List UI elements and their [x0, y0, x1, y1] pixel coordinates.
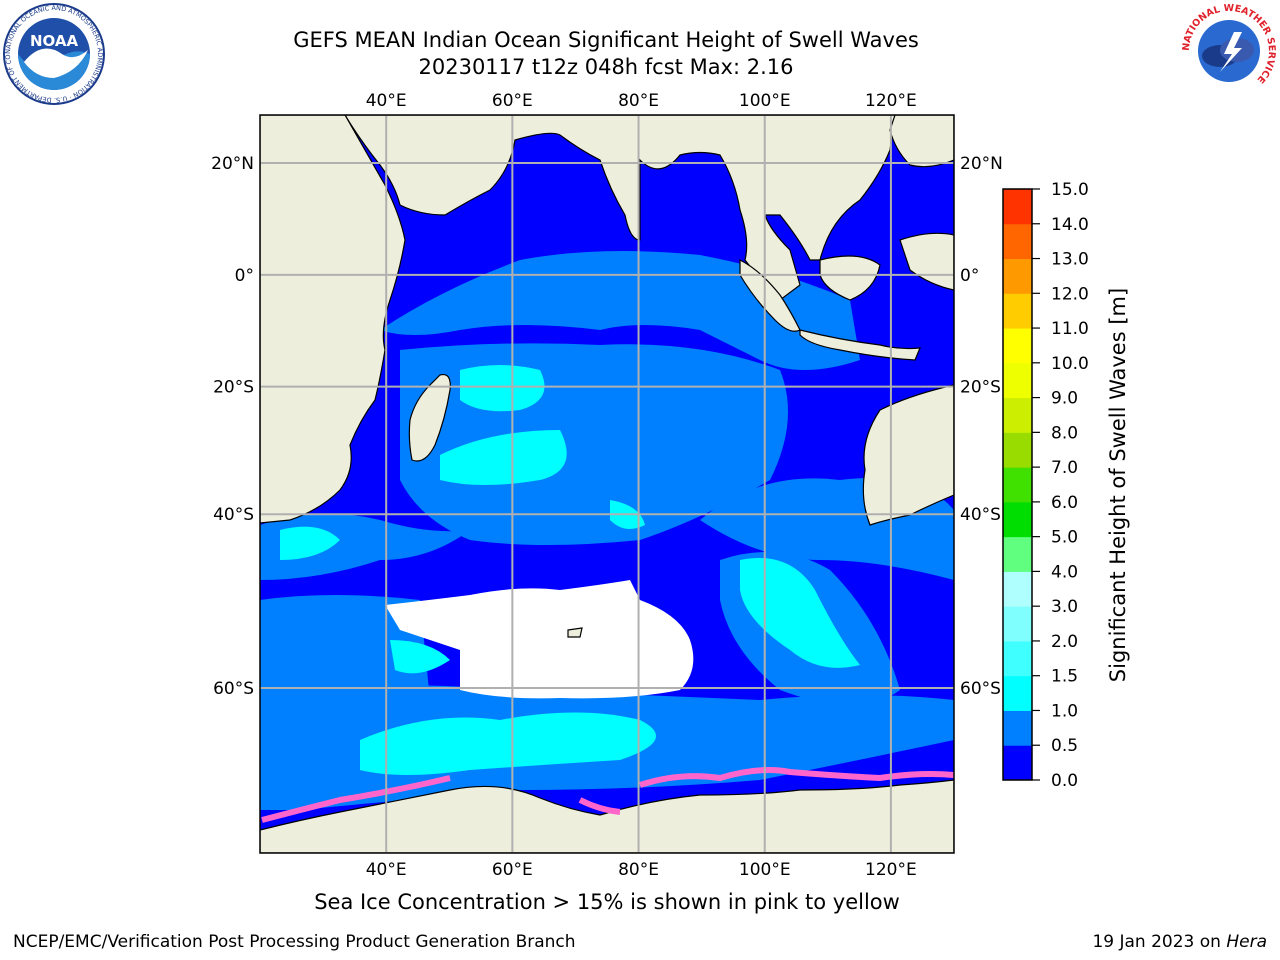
bottom-lon-tick-label: 120°E [865, 860, 917, 880]
right-lat-tick-label: 20°N [960, 154, 1003, 174]
colorbar-swatch [1003, 536, 1032, 572]
colorbar-tick-label: 2.0 [1051, 632, 1078, 652]
bottom-lon-tick-label: 60°E [492, 860, 533, 880]
noaa-logo-text: NOAA [30, 32, 79, 50]
colorbar-swatch [1003, 293, 1032, 329]
colorbar-tick-label: 12.0 [1051, 284, 1089, 304]
swell-1-0-1-5-bands [280, 365, 860, 775]
gridlines [260, 115, 954, 853]
colorbar-swatch [1003, 467, 1032, 503]
colorbar-swatch [1003, 675, 1032, 711]
nws-logo: NATIONAL WEATHER SERVICE [1181, 3, 1277, 98]
chart-subtitle: 20230117 t12z 048h fcst Max: 2.16 [418, 55, 794, 79]
top-lon-tick-label: 60°E [492, 91, 533, 111]
top-lon-tick-label: 40°E [366, 91, 407, 111]
colorbar-swatch [1003, 745, 1032, 781]
axis-labels: 40°E 40°E 60°E 60°E 80°E 80°E 100°E 100°E 120°E 1… [211, 91, 1003, 880]
bottom-lon-tick-label: 100°E [739, 860, 791, 880]
top-lon-tick-label: 100°E [739, 91, 791, 111]
colorbar-tick-label: 3.0 [1051, 597, 1078, 617]
top-lon-tick-label: 80°E [618, 91, 659, 111]
top-lon-tick-label: 120°E [865, 91, 917, 111]
right-lat-tick-label: 0° [960, 266, 979, 286]
colorbar-tick-label: 11.0 [1051, 319, 1089, 339]
colorbar-swatch [1003, 571, 1032, 607]
footer-date: 19 Jan 2023 on Hera [1092, 932, 1267, 952]
colorbar-swatch [1003, 258, 1032, 294]
left-lat-tick-label: 60°S [213, 679, 254, 699]
colorbar-swatch [1003, 397, 1032, 433]
left-lat-tick-label: 40°S [213, 505, 254, 525]
colorbar-swatch [1003, 606, 1032, 642]
right-lat-tick-label: 20°S [960, 378, 1001, 398]
bottom-lon-tick-label: 80°E [618, 860, 659, 880]
no-data-area [385, 580, 694, 699]
left-lat-tick-label: 0° [235, 266, 254, 286]
colorbar-tick-label: 8.0 [1051, 423, 1078, 443]
colorbar-tick-label: 13.0 [1051, 250, 1089, 270]
left-lat-tick-label: 20°N [211, 154, 254, 174]
colorbar-swatch [1003, 362, 1032, 399]
colorbar-tick-label: 0.0 [1051, 771, 1078, 791]
land-masses [260, 115, 954, 853]
colorbar-tick-label: 14.0 [1051, 215, 1089, 235]
map-plot-area [260, 115, 954, 853]
colorbar-frame [1002, 188, 1033, 781]
colorbar-label: Significant Height of Swell Waves [m] [1106, 288, 1130, 682]
colorbar-tick-label: 1.0 [1051, 701, 1078, 721]
colorbar-swatch [1003, 501, 1032, 538]
colorbar-swatch [1003, 432, 1032, 468]
sea-ice-edge [261, 767, 954, 823]
colorbar-tick-label: 9.0 [1051, 389, 1078, 409]
footer-machine: Hera [1226, 932, 1267, 952]
map-frame [259, 114, 955, 854]
bottom-lon-tick-label: 40°E [366, 860, 407, 880]
sea-ice-caption: Sea Ice Concentration > 15% is shown in … [314, 890, 900, 914]
colorbar-swatch [1003, 710, 1032, 746]
colorbar-tick-label: 5.0 [1051, 528, 1078, 548]
footer-credit: NCEP/EMC/Verification Post Processing Pr… [13, 932, 576, 952]
colorbar-tick-label: 0.5 [1051, 736, 1078, 756]
colorbar-swatch [1003, 189, 1032, 225]
right-lat-tick-label: 40°S [960, 505, 1001, 525]
colorbar-tick-label: 1.5 [1051, 667, 1078, 687]
colorbar-tick-label: 10.0 [1051, 354, 1089, 374]
noaa-logo: NATIONAL OCEANIC AND ATMOSPHERIC ADMINIS… [2, 2, 105, 105]
colorbar-tick-label: 15.0 [1051, 180, 1089, 200]
colorbar: 0.0 0.5 1.0 1.5 2.0 3.0 4.0 5.0 6.0 7.0 8.0 9.0 10.0… [1002, 180, 1089, 791]
footer-date-text: 19 Jan 2023 on [1092, 932, 1227, 952]
right-lat-tick-label: 60°S [960, 679, 1001, 699]
chart-title: GEFS MEAN Indian Ocean Significant Heigh… [293, 28, 919, 52]
colorbar-tick-label: 6.0 [1051, 493, 1078, 513]
left-lat-tick-label: 20°S [213, 378, 254, 398]
colorbar-tick-label: 4.0 [1051, 562, 1078, 582]
colorbar-tick-label: 7.0 [1051, 458, 1078, 478]
colorbar-swatch [1003, 328, 1032, 364]
colorbar-swatch [1003, 223, 1032, 260]
colorbar-swatch [1003, 640, 1032, 677]
